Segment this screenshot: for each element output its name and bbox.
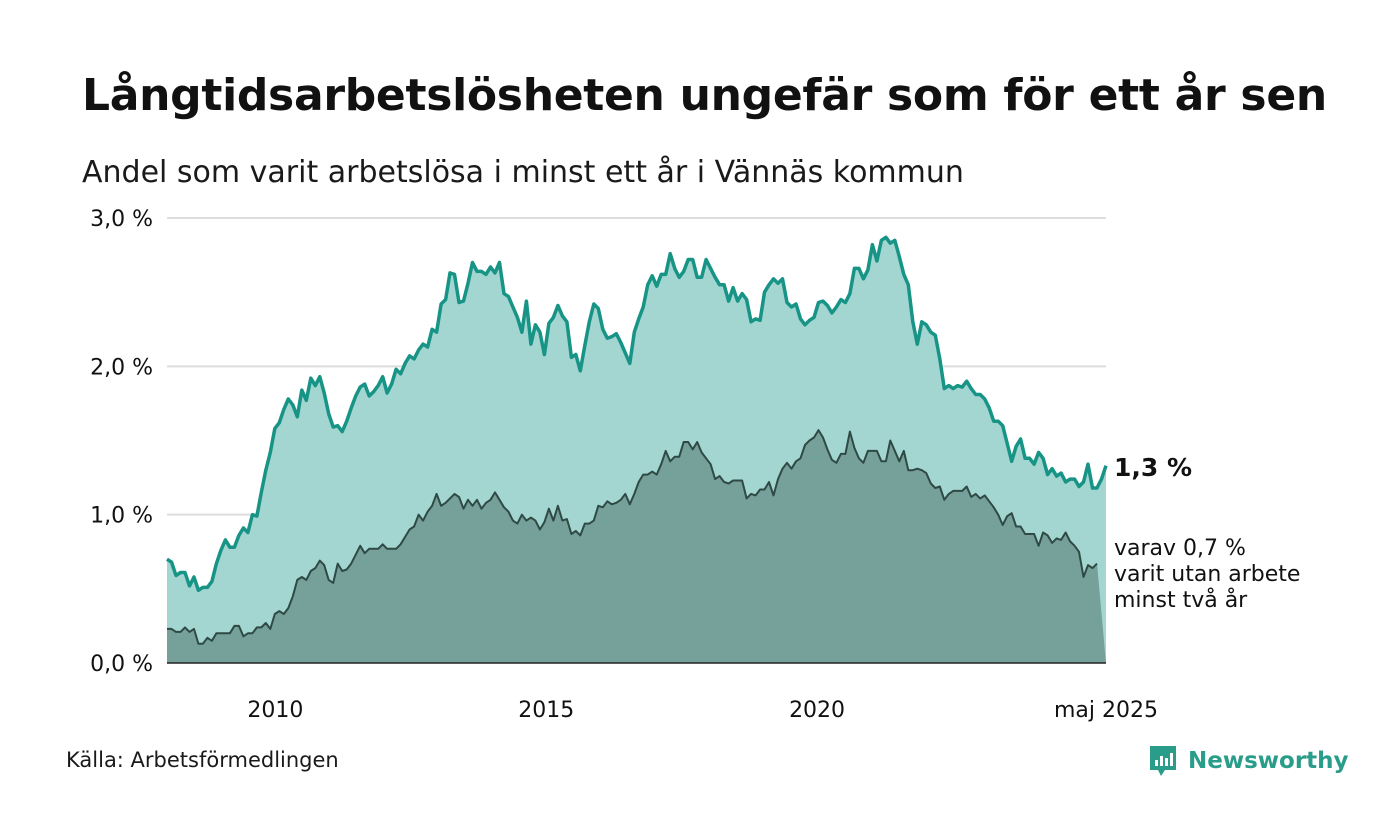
series1-line xyxy=(166,235,1108,593)
series2-end-label-line3: minst två år xyxy=(1114,587,1248,613)
series2-end-label-line1: varav 0,7 % xyxy=(1114,536,1246,561)
series1-end-label: 1,3 % xyxy=(1114,453,1192,482)
series2-line xyxy=(167,429,1098,645)
x-tick-label: 2015 xyxy=(518,698,574,723)
source-note: Källa: Arbetsförmedlingen xyxy=(66,748,339,772)
y-tick-label: 1,0 % xyxy=(90,504,153,529)
y-tick-label: 0,0 % xyxy=(90,652,153,677)
y-tick-label: 3,0 % xyxy=(90,207,153,232)
x-tick-label: 2020 xyxy=(789,698,845,723)
brand[interactable]: Newsworthy xyxy=(1148,744,1349,778)
y-tick-label: 2,0 % xyxy=(90,355,153,380)
brand-name: Newsworthy xyxy=(1188,748,1349,774)
x-tick-label: maj 2025 xyxy=(1054,698,1158,723)
chart-subtitle: Andel som varit arbetslösa i minst ett å… xyxy=(82,155,964,190)
chart-title: Långtidsarbetslösheten ungefär som för e… xyxy=(82,70,1327,121)
newsworthy-logo-icon xyxy=(1150,746,1176,776)
area-chart: 3,0 % 2,0 % 1,0 % 0,0 % 2010 2015 2020 maj 202… xyxy=(90,207,1300,723)
series2-end-label-line2: varit utan arbete xyxy=(1114,562,1300,587)
series2-area xyxy=(167,430,1106,663)
x-tick-label: 2010 xyxy=(247,698,303,723)
